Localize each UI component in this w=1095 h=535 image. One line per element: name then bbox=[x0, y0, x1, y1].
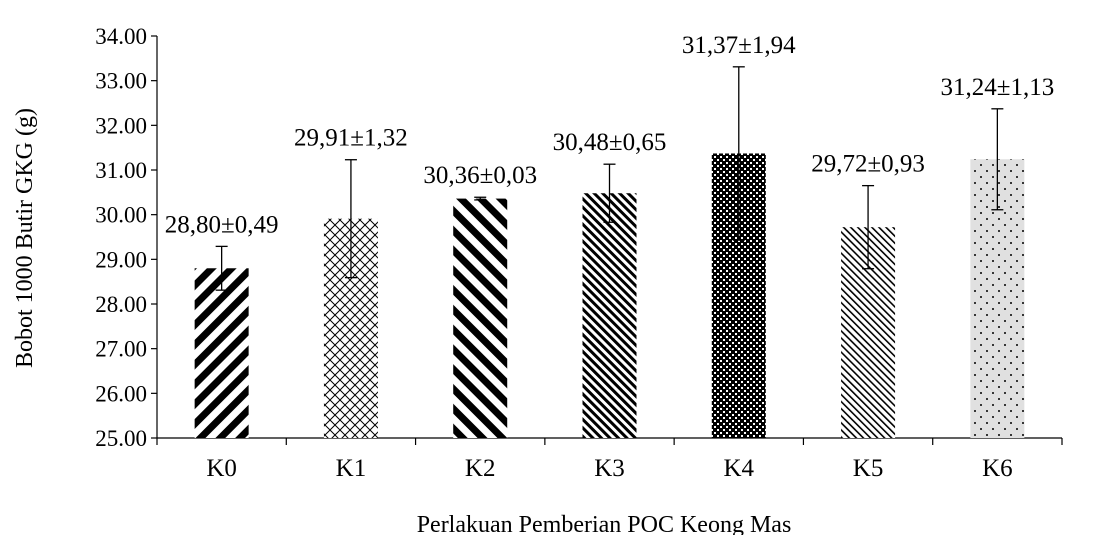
x-tick-label-k2: K2 bbox=[465, 455, 496, 482]
data-label-k6: 31,24±1,13 bbox=[940, 74, 1054, 101]
y-tick-label: 28.00 bbox=[95, 292, 147, 317]
x-tick-label-k3: K3 bbox=[594, 455, 625, 482]
y-tick-label: 30.00 bbox=[95, 203, 147, 228]
data-label-k2: 30,36±0,03 bbox=[423, 162, 537, 189]
bar-k2 bbox=[453, 198, 508, 438]
x-tick-label-k5: K5 bbox=[853, 455, 884, 482]
data-label-k4: 31,37±1,94 bbox=[682, 32, 796, 59]
y-tick-label: 32.00 bbox=[95, 113, 147, 138]
data-labels-layer: 28,80±0,49 29,91±1,32 30,36±0,03 30,48±0,65… bbox=[165, 32, 1054, 239]
x-tick-label-k6: K6 bbox=[982, 455, 1013, 482]
data-label-k3: 30,48±0,65 bbox=[553, 129, 667, 156]
bar-k0 bbox=[194, 268, 249, 438]
y-tick-label: 27.00 bbox=[95, 337, 147, 362]
y-axis-title: Bobot 1000 Butir GKG (g) bbox=[12, 108, 38, 368]
bar-k3 bbox=[582, 193, 637, 438]
errorbars-layer bbox=[215, 66, 1004, 291]
x-tick-label-k0: K0 bbox=[206, 455, 237, 482]
x-tick-label-k1: K1 bbox=[336, 455, 367, 482]
axes-layer: 25.00 26.00 27.00 28.00 29.00 30.00 31.00 32.00… bbox=[95, 24, 1063, 482]
data-label-k1: 29,91±1,32 bbox=[294, 125, 408, 152]
x-axis-title: Perlakuan Pemberian POC Keong Mas bbox=[417, 512, 792, 535]
data-label-k5: 29,72±0,93 bbox=[811, 151, 925, 178]
x-tick-label-k4: K4 bbox=[724, 455, 755, 482]
data-label-k0: 28,80±0,49 bbox=[165, 211, 279, 238]
y-tick-label: 31.00 bbox=[95, 158, 147, 183]
y-tick-label: 29.00 bbox=[95, 247, 147, 272]
y-tick-label: 34.00 bbox=[95, 24, 147, 49]
y-tick-label: 33.00 bbox=[95, 69, 147, 94]
y-tick-label: 26.00 bbox=[95, 381, 147, 406]
y-tick-label: 25.00 bbox=[95, 426, 147, 451]
